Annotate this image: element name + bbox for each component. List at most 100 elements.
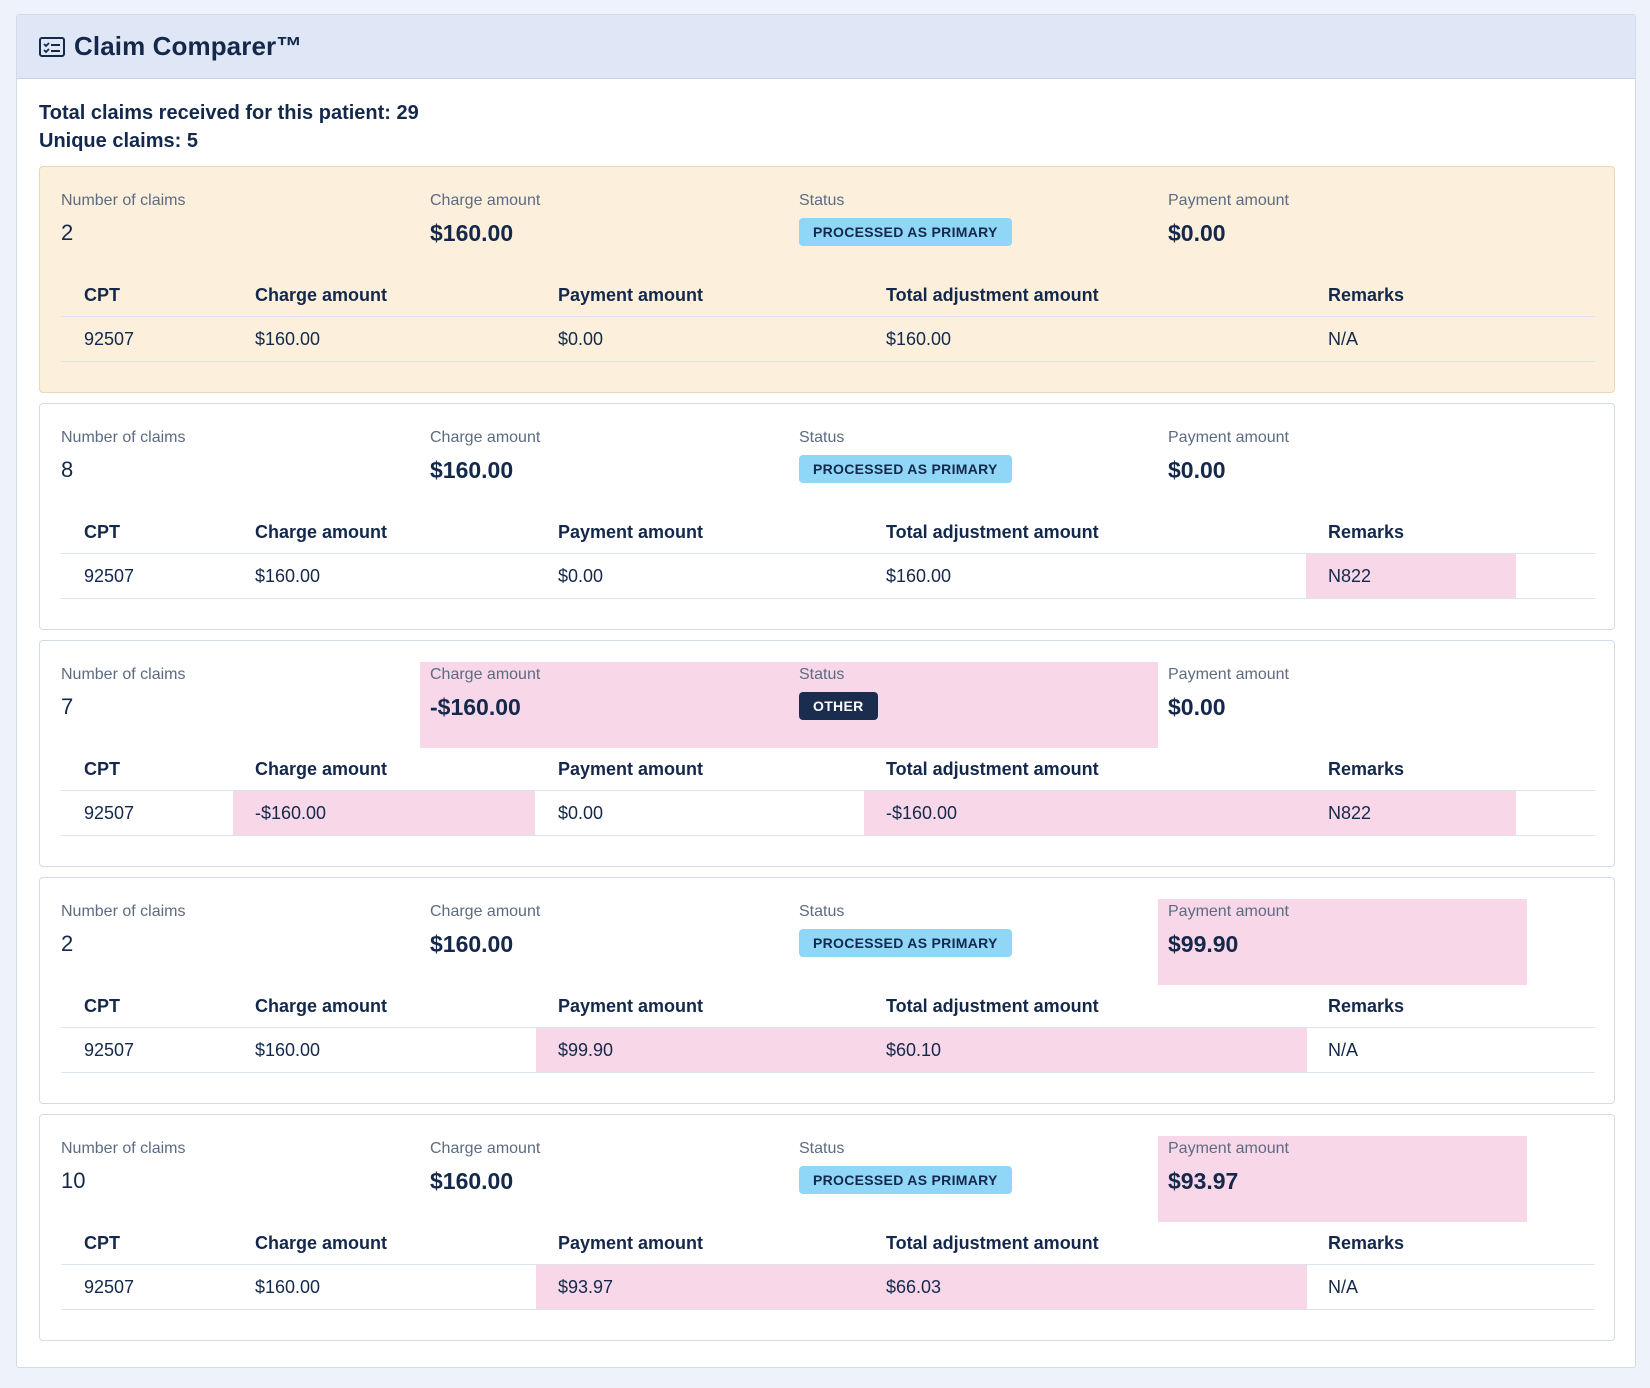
payment-diff-highlight [1158, 899, 1527, 985]
cpt-header: CPT [84, 1233, 120, 1253]
number-of-claims-label: Number of claims [61, 192, 186, 209]
list-card-icon [39, 36, 65, 58]
status-label: Status [799, 1140, 845, 1157]
table-row: 92507 $160.00 $93.97 $66.03 N/A [61, 1265, 1595, 1310]
payment-cell: $0.00 [558, 566, 604, 586]
remarks-header: Remarks [1328, 1233, 1405, 1253]
number-of-claims-cell: Number of claims 2 [61, 902, 185, 958]
cpt-table-header: CPT Charge amount Payment amount Total a… [61, 747, 1595, 791]
charge-amount-label: Charge amount [430, 429, 541, 446]
payment-amount-cell: Payment amount $0.00 [1168, 191, 1289, 247]
status-label: Status [799, 192, 845, 209]
payment-amount-cell: Payment amount $93.97 [1168, 1139, 1289, 1195]
cpt-cell: 92507 [84, 1040, 135, 1060]
cpt-header: CPT [84, 759, 120, 779]
payment-amount-label: Payment amount [1168, 429, 1289, 446]
status-badge: PROCESSED AS PRIMARY [799, 929, 1012, 957]
charge-amount-header: Charge amount [255, 996, 388, 1016]
adjustment-cell: $160.00 [886, 329, 952, 349]
number-of-claims-value: 2 [61, 220, 74, 245]
remarks-cell: N822 [1328, 803, 1372, 823]
payment-cell: $0.00 [558, 329, 604, 349]
cpt-header: CPT [84, 285, 120, 305]
cpt-cell: 92507 [84, 803, 135, 823]
charge-amount-cell: Charge amount $160.00 [430, 191, 540, 247]
adjustment-cell: $160.00 [886, 566, 952, 586]
charge-cell: -$160.00 [255, 803, 327, 823]
remarks-cell: N/A [1328, 1040, 1359, 1060]
number-of-claims-cell: Number of claims 7 [61, 665, 185, 721]
number-of-claims-label: Number of claims [61, 1140, 186, 1157]
charge-cell: $160.00 [255, 329, 321, 349]
status-cell: Status PROCESSED AS PRIMARY [799, 191, 1012, 246]
charge-cell: $160.00 [255, 1040, 321, 1060]
payment-amount-value: $0.00 [1168, 694, 1226, 720]
charge-amount-header: Charge amount [255, 285, 388, 305]
status-cell: Status PROCESSED AS PRIMARY [799, 428, 1012, 483]
table-row: 92507 $160.00 $0.00 $160.00 N/A [61, 317, 1595, 362]
status-badge: PROCESSED AS PRIMARY [799, 218, 1012, 246]
number-of-claims-cell: Number of claims 2 [61, 191, 185, 247]
charge-diff-highlight [233, 791, 535, 835]
number-of-claims-cell: Number of claims 10 [61, 1139, 185, 1195]
charge-amount-cell: Charge amount $160.00 [430, 902, 540, 958]
payment-amount-header: Payment amount [558, 996, 704, 1016]
charge-amount-value: $160.00 [430, 1168, 514, 1194]
cpt-header: CPT [84, 996, 120, 1016]
cpt-cell: 92507 [84, 1277, 135, 1297]
adjustment-amount-header: Total adjustment amount [886, 285, 1099, 305]
status-cell: Status PROCESSED AS PRIMARY [799, 902, 1012, 957]
charge-amount-value: $160.00 [430, 457, 514, 483]
remarks-cell: N822 [1328, 566, 1372, 586]
payment-amount-label: Payment amount [1168, 903, 1289, 920]
payment-amount-header: Payment amount [558, 1233, 704, 1253]
number-of-claims-value: 8 [61, 457, 74, 482]
number-of-claims-label: Number of claims [61, 666, 186, 683]
payment-amount-value: $0.00 [1168, 457, 1226, 483]
charge-amount-label: Charge amount [430, 666, 541, 683]
adjustment-cell: -$160.00 [886, 803, 958, 823]
payment-cell: $0.00 [558, 803, 604, 823]
payment-amount-value: $93.97 [1168, 1168, 1239, 1194]
cpt-table-header: CPT Charge amount Payment amount Total a… [61, 273, 1595, 317]
payment-amount-cell: Payment amount $0.00 [1168, 665, 1289, 721]
charge-amount-header: Charge amount [255, 1233, 388, 1253]
table-row: 92507 -$160.00 $0.00 -$160.00 N822 [61, 791, 1595, 836]
number-of-claims-cell: Number of claims 8 [61, 428, 185, 484]
charge-amount-value: $160.00 [430, 931, 514, 957]
remarks-header: Remarks [1328, 996, 1405, 1016]
payment-amount-cell: Payment amount $0.00 [1168, 428, 1289, 484]
cpt-header: CPT [84, 522, 120, 542]
status-label: Status [799, 903, 845, 920]
charge-cell: $160.00 [255, 1277, 321, 1297]
status-badge: PROCESSED AS PRIMARY [799, 455, 1012, 483]
charge-amount-label: Charge amount [430, 1140, 541, 1157]
adjustment-amount-header: Total adjustment amount [886, 759, 1099, 779]
remarks-header: Remarks [1328, 522, 1405, 542]
charge-amount-cell: Charge amount -$160.00 [430, 665, 540, 721]
claim-group: 92507 $160.00 $93.97 $66.03 N/A Number o… [39, 1114, 1615, 1341]
payment-amount-label: Payment amount [1168, 666, 1289, 683]
adjustment-cell: $66.03 [886, 1277, 942, 1297]
charge-amount-value: -$160.00 [430, 694, 521, 720]
adjustment-amount-header: Total adjustment amount [886, 1233, 1099, 1253]
status-cell: Status OTHER [799, 665, 878, 720]
number-of-claims-value: 10 [61, 1168, 86, 1193]
status-badge: OTHER [799, 692, 878, 720]
payment-adjustment-diff-highlight [536, 1265, 1307, 1309]
adjustment-remarks-diff-highlight [864, 791, 1516, 835]
claims-summary: Total claims received for this patient: … [39, 99, 1613, 155]
unique-claims-line: Unique claims: 5 [39, 130, 198, 152]
adjustment-amount-header: Total adjustment amount [886, 522, 1099, 542]
status-cell: Status PROCESSED AS PRIMARY [799, 1139, 1012, 1194]
payment-amount-header: Payment amount [558, 759, 704, 779]
charge-amount-value: $160.00 [430, 220, 514, 246]
table-row: 92507 $160.00 $99.90 $60.10 N/A [61, 1028, 1595, 1073]
charge-amount-header: Charge amount [255, 759, 388, 779]
remarks-cell: N/A [1328, 329, 1359, 349]
payment-cell: $99.90 [558, 1040, 614, 1060]
charge-amount-cell: Charge amount $160.00 [430, 428, 540, 484]
charge-amount-label: Charge amount [430, 192, 541, 209]
charge-amount-label: Charge amount [430, 903, 541, 920]
claim-comparer-panel: Claim Comparer™ Total claims received fo… [16, 14, 1636, 1368]
